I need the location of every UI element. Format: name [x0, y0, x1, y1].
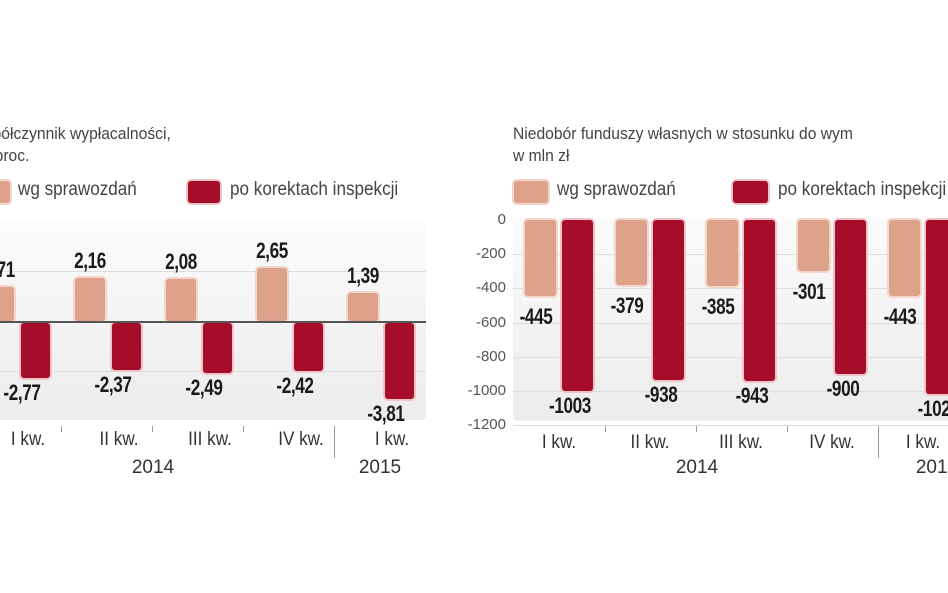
- category-tick: [152, 426, 153, 432]
- category-label: I kw.: [374, 429, 410, 450]
- bar-corrected: [926, 220, 948, 395]
- category-label: II kw.: [99, 429, 139, 450]
- bar-reported: [707, 220, 738, 286]
- right-legend-label-corrected: po korektach inspekcji: [778, 179, 947, 200]
- data-label: 2,65: [256, 238, 288, 263]
- data-label: -938: [644, 382, 677, 408]
- year-label: 2014: [131, 457, 175, 478]
- year-divider: [334, 426, 335, 458]
- bar-reported: [166, 279, 196, 321]
- year-divider: [878, 426, 879, 458]
- bar-reported: [798, 220, 829, 272]
- y-tick-label: -800: [475, 347, 506, 365]
- bar-corrected: [112, 323, 141, 371]
- bar-reported: [889, 220, 920, 296]
- year-label: 2015: [358, 457, 402, 478]
- category-tick: [243, 426, 244, 432]
- bar-reported: [525, 220, 556, 297]
- category-label: I kw.: [905, 432, 941, 453]
- category-label: IV kw.: [809, 432, 855, 453]
- data-label: 2,16: [74, 247, 106, 273]
- category-label: IV kw.: [278, 429, 324, 450]
- bar-corrected: [653, 220, 684, 381]
- bar-reported: [616, 220, 647, 285]
- left-legend-label-corrected: po korektach inspekcji: [230, 179, 399, 200]
- data-label: -102: [917, 396, 948, 422]
- gridline: [513, 356, 948, 358]
- data-label: -385: [701, 293, 734, 319]
- data-label: -379: [610, 292, 643, 318]
- category-tick: [696, 426, 697, 432]
- category-tick: [787, 426, 788, 432]
- data-label: -900: [826, 375, 859, 401]
- data-label: -445: [519, 304, 552, 330]
- data-label: -2,37: [93, 372, 132, 398]
- bar-reported: [75, 277, 105, 321]
- bar-reported: [257, 268, 287, 321]
- right-legend-label-reported: wg sprawozdań: [557, 179, 676, 200]
- year-label: 2014: [675, 457, 719, 478]
- data-label: 2,08: [165, 249, 197, 275]
- y-tick-label: -1200: [467, 416, 506, 433]
- bar-corrected: [385, 323, 414, 400]
- category-label: I kw.: [10, 429, 46, 450]
- zero-line: [0, 321, 426, 323]
- bar-reported: [348, 293, 378, 321]
- left-legend-label-reported: wg sprawozdań: [18, 179, 137, 200]
- data-label: -2,77: [2, 380, 41, 406]
- left-chart-title-line1: Współczynnik wypłacalności,: [0, 124, 171, 143]
- left-chart-title-line2: w proc.: [0, 146, 30, 165]
- left-legend-swatch-reported: [0, 181, 10, 203]
- data-label: -2,49: [184, 374, 223, 400]
- y-tick-label: -600: [475, 313, 506, 331]
- gridline: [513, 425, 948, 426]
- data-label: -3,81: [366, 401, 405, 427]
- gridline: [513, 390, 948, 392]
- gridline: [513, 322, 948, 324]
- y-tick-label: 0: [497, 211, 506, 228]
- data-label: 1,71: [0, 256, 15, 282]
- y-tick-label: -400: [475, 279, 506, 297]
- gridline: [0, 271, 426, 272]
- category-tick: [61, 426, 62, 432]
- right-legend-swatch-corrected: [733, 181, 768, 203]
- category-tick: [605, 426, 606, 432]
- gridline: [513, 288, 948, 290]
- data-label: 1,39: [347, 263, 379, 289]
- bar-corrected: [835, 220, 866, 374]
- right-legend-swatch-reported: [514, 181, 548, 203]
- category-label: III kw.: [719, 432, 763, 453]
- category-label: I kw.: [541, 432, 577, 453]
- y-tick-label: -1000: [467, 381, 506, 399]
- left-legend-swatch-corrected: [188, 181, 220, 203]
- data-label: -443: [883, 303, 916, 329]
- data-label: -943: [735, 383, 768, 409]
- data-label: -1003: [548, 393, 591, 419]
- bar-corrected: [203, 323, 232, 373]
- y-tick-label: -200: [475, 245, 506, 263]
- year-label: 2015: [915, 457, 948, 478]
- bar-corrected: [744, 220, 775, 382]
- right-chart-title-line1: Niedobór funduszy własnych w stosunku do…: [513, 124, 853, 143]
- data-label: -301: [792, 279, 825, 305]
- right-chart-title-line2: w mln zł: [513, 146, 570, 165]
- category-label: II kw.: [630, 432, 670, 453]
- bar-corrected: [21, 323, 50, 379]
- bar-reported: [0, 286, 14, 321]
- bar-corrected: [294, 323, 323, 372]
- bar-corrected: [562, 220, 593, 392]
- data-label: -2,42: [275, 373, 314, 399]
- category-label: III kw.: [188, 429, 232, 450]
